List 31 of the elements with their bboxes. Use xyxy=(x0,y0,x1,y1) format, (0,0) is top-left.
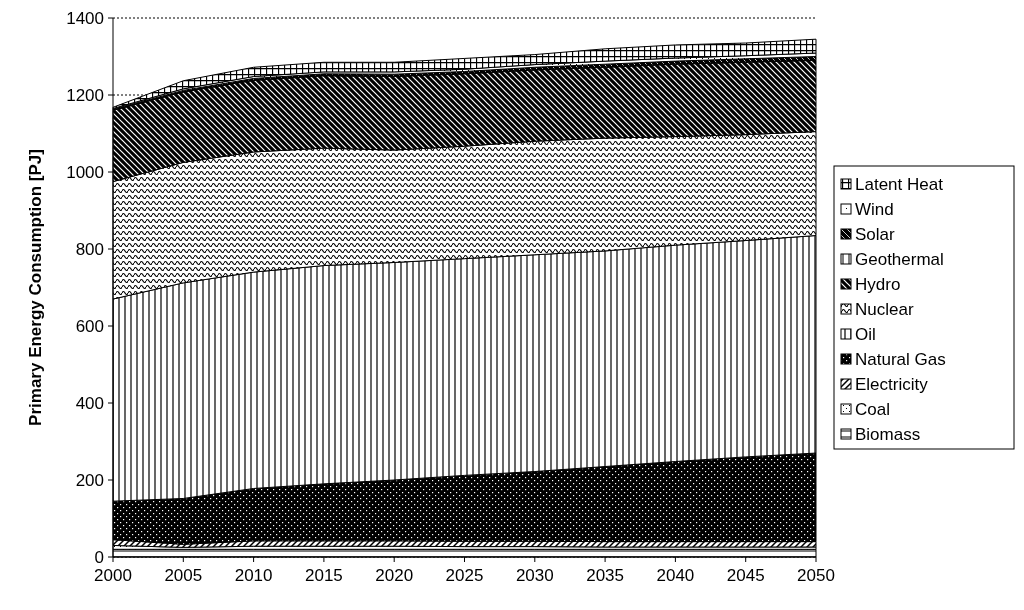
y-tick-label: 600 xyxy=(75,316,104,336)
x-tick-label: 2045 xyxy=(726,566,765,585)
legend-label: Hydro xyxy=(855,274,901,294)
legend-label: Coal xyxy=(855,399,890,419)
legend-label: Nuclear xyxy=(855,299,914,319)
x-tick-label: 2000 xyxy=(94,566,132,585)
y-tick-label: 0 xyxy=(94,547,104,567)
x-tick-label: 2025 xyxy=(445,566,484,585)
y-tick-label: 800 xyxy=(75,239,104,259)
x-tick-label: 2020 xyxy=(375,566,414,585)
legend-label: Wind xyxy=(855,199,894,219)
x-tick-label: 2040 xyxy=(656,566,695,585)
legend-label: Biomass xyxy=(855,424,921,444)
y-axis-title: Primary Energy Consumption [PJ] xyxy=(26,149,45,426)
x-tick-label: 2015 xyxy=(304,566,343,585)
legend-label: Electricity xyxy=(855,374,929,394)
legend-label: Geothermal xyxy=(855,249,944,269)
y-tick-label: 400 xyxy=(75,393,104,413)
x-tick-label: 2050 xyxy=(797,566,835,585)
x-tick-label: 2030 xyxy=(515,566,554,585)
y-tick-label: 1400 xyxy=(66,8,104,28)
legend-label: Natural Gas xyxy=(855,349,946,369)
y-tick-label: 1200 xyxy=(66,85,104,105)
x-tick-label: 2035 xyxy=(586,566,625,585)
legend-label: Solar xyxy=(855,224,896,244)
y-tick-label: 200 xyxy=(75,470,104,490)
y-tick-label: 1000 xyxy=(66,162,104,182)
legend-label: Latent Heat xyxy=(855,174,944,194)
x-tick-label: 2010 xyxy=(234,566,273,585)
legend-label: Oil xyxy=(855,324,876,344)
x-tick-label: 2005 xyxy=(164,566,203,585)
